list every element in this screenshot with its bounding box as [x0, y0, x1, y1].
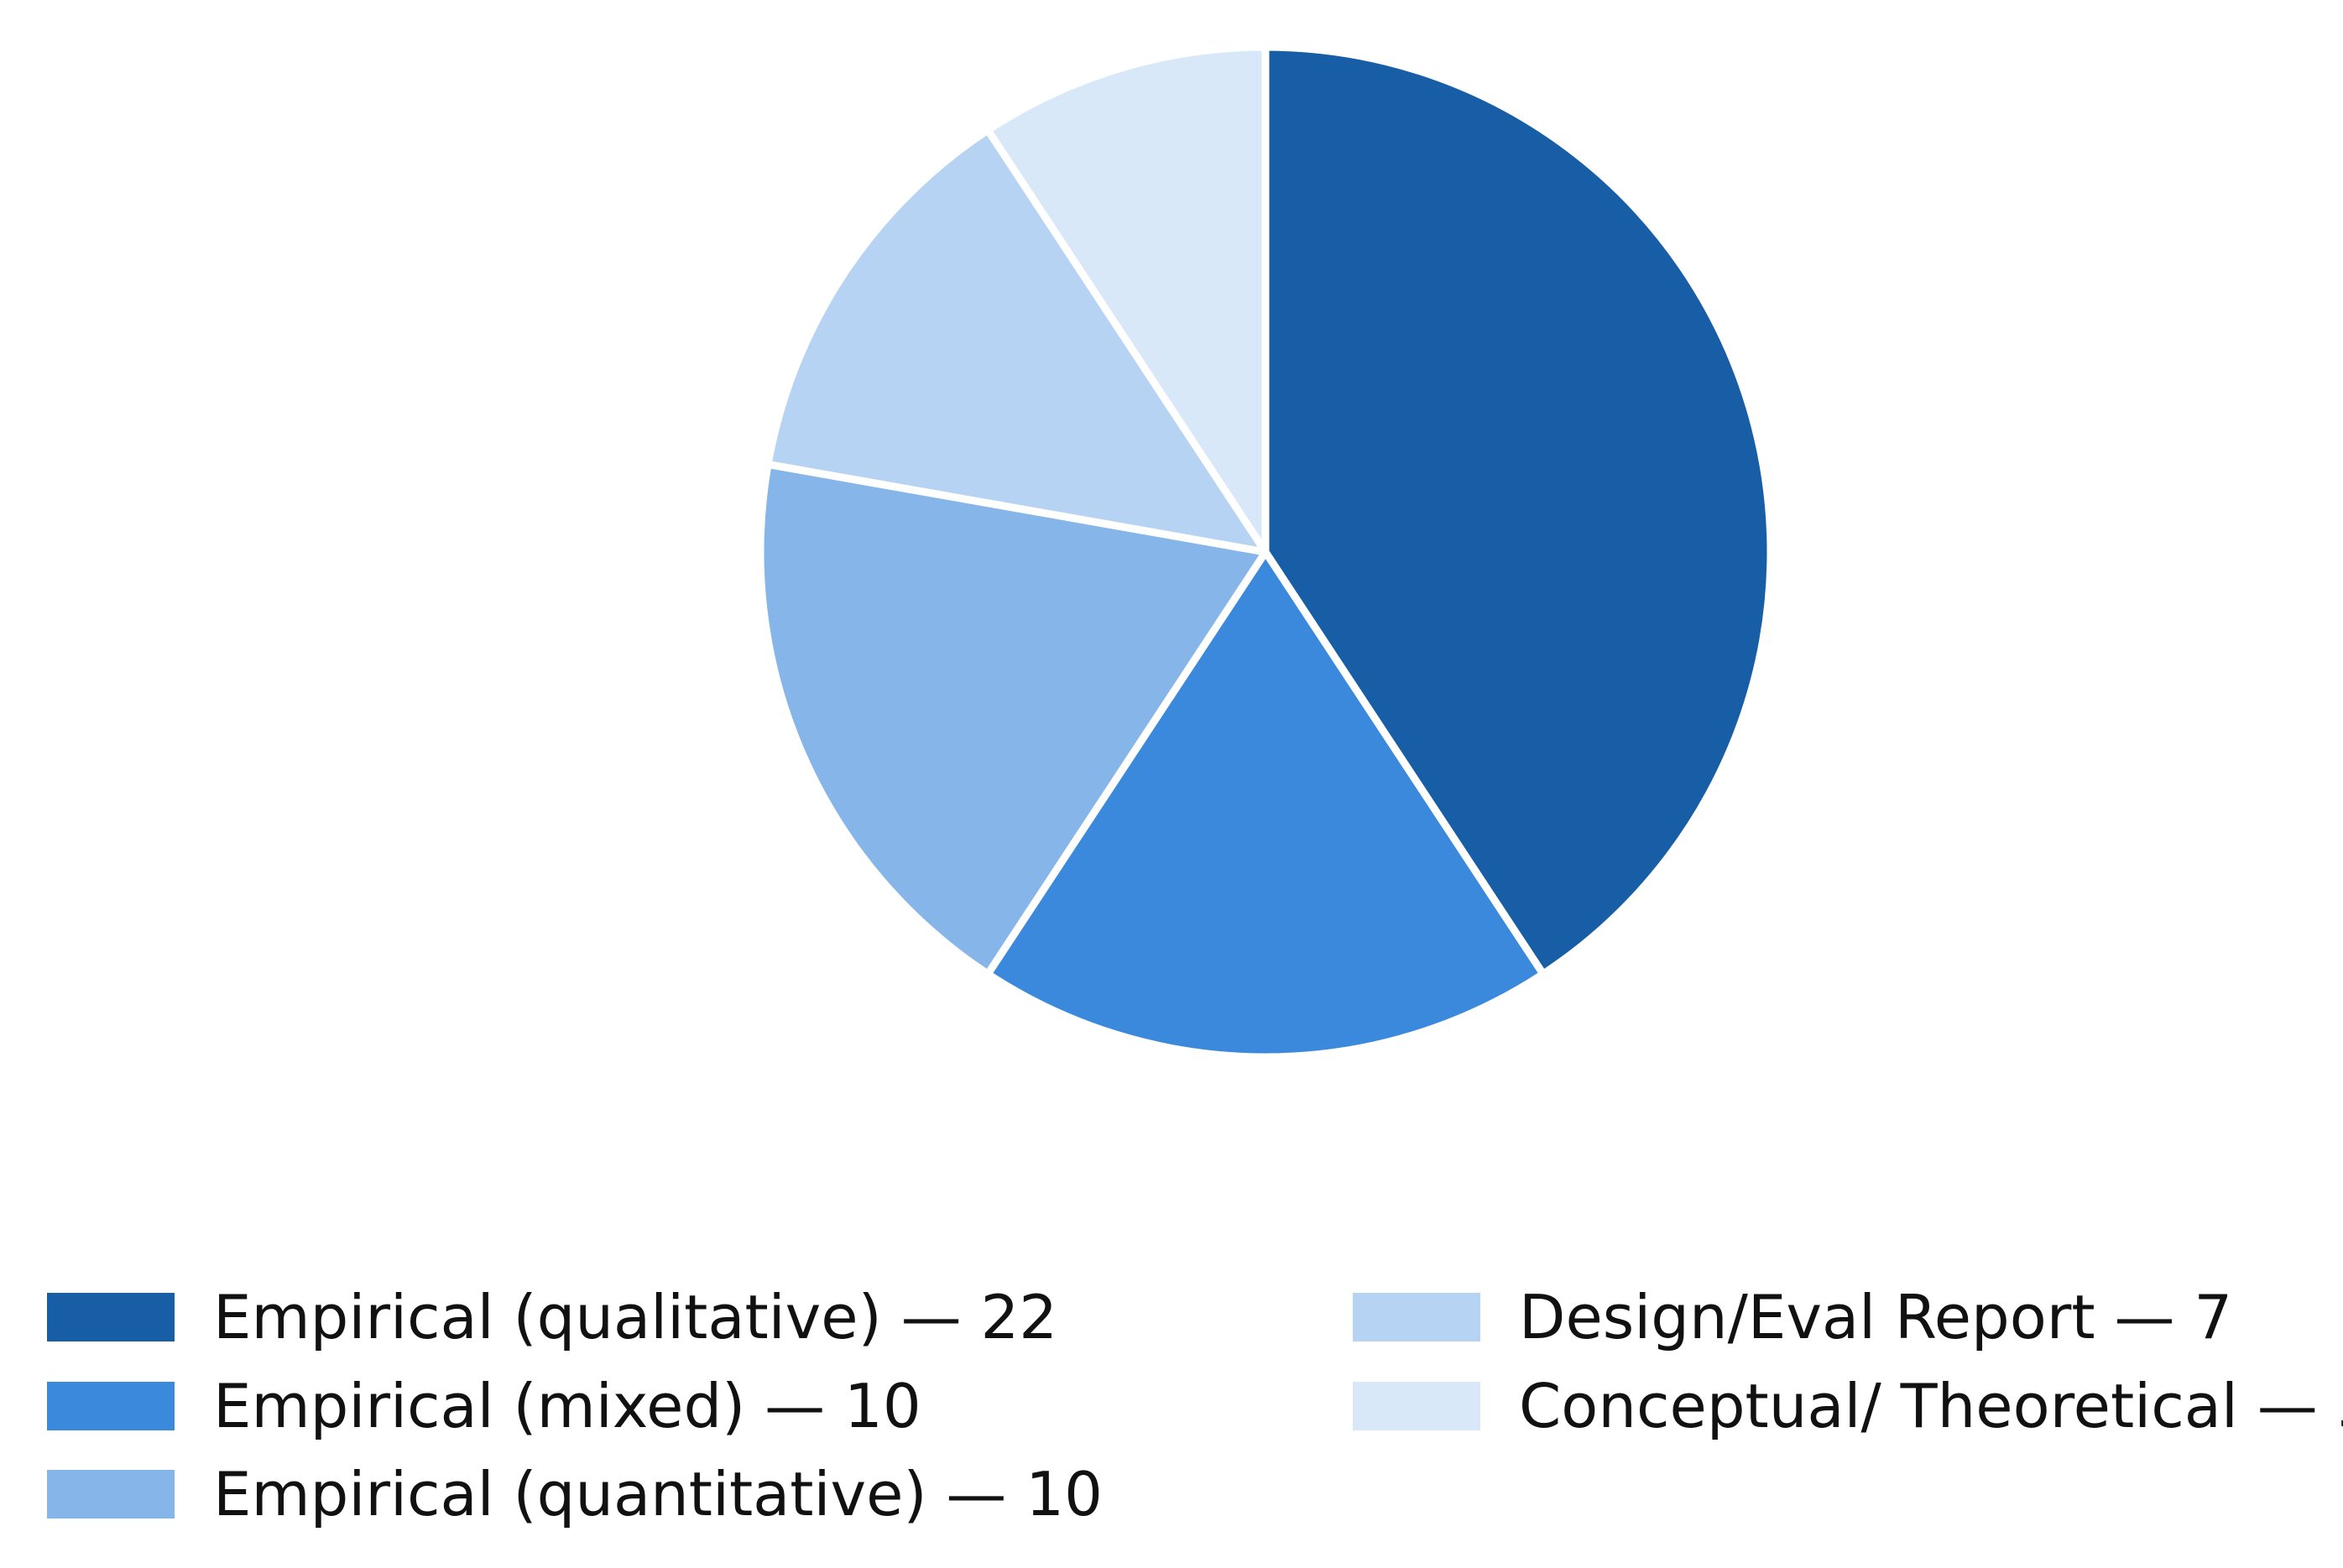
legend-swatch-1: [47, 1382, 175, 1430]
legend-swatch-0: [47, 1293, 175, 1341]
legend-swatch-3: [1353, 1293, 1480, 1341]
legend-label-2: Empirical (quantitative) — 10: [213, 1459, 1103, 1529]
legend-label-4: Conceptual/ Theoretical — 5: [1519, 1371, 2343, 1441]
legend-label-0: Empirical (qualitative) — 22: [213, 1282, 1057, 1352]
legend-label-1: Empirical (mixed) — 10: [213, 1371, 921, 1441]
legend-swatch-2: [47, 1470, 175, 1519]
pie-slices: [756, 43, 1775, 1061]
legend-label-3: Design/Eval Report — 7: [1519, 1282, 2232, 1352]
pie-slice-3: [764, 126, 1270, 556]
pie-slice-2: [756, 460, 1270, 978]
legend-swatch-4: [1353, 1382, 1480, 1430]
pie-slice-1: [984, 548, 1547, 1061]
legend: Empirical (qualitative) — 22 Empirical (m…: [47, 1282, 2343, 1529]
pie-slice-4: [984, 43, 1270, 556]
